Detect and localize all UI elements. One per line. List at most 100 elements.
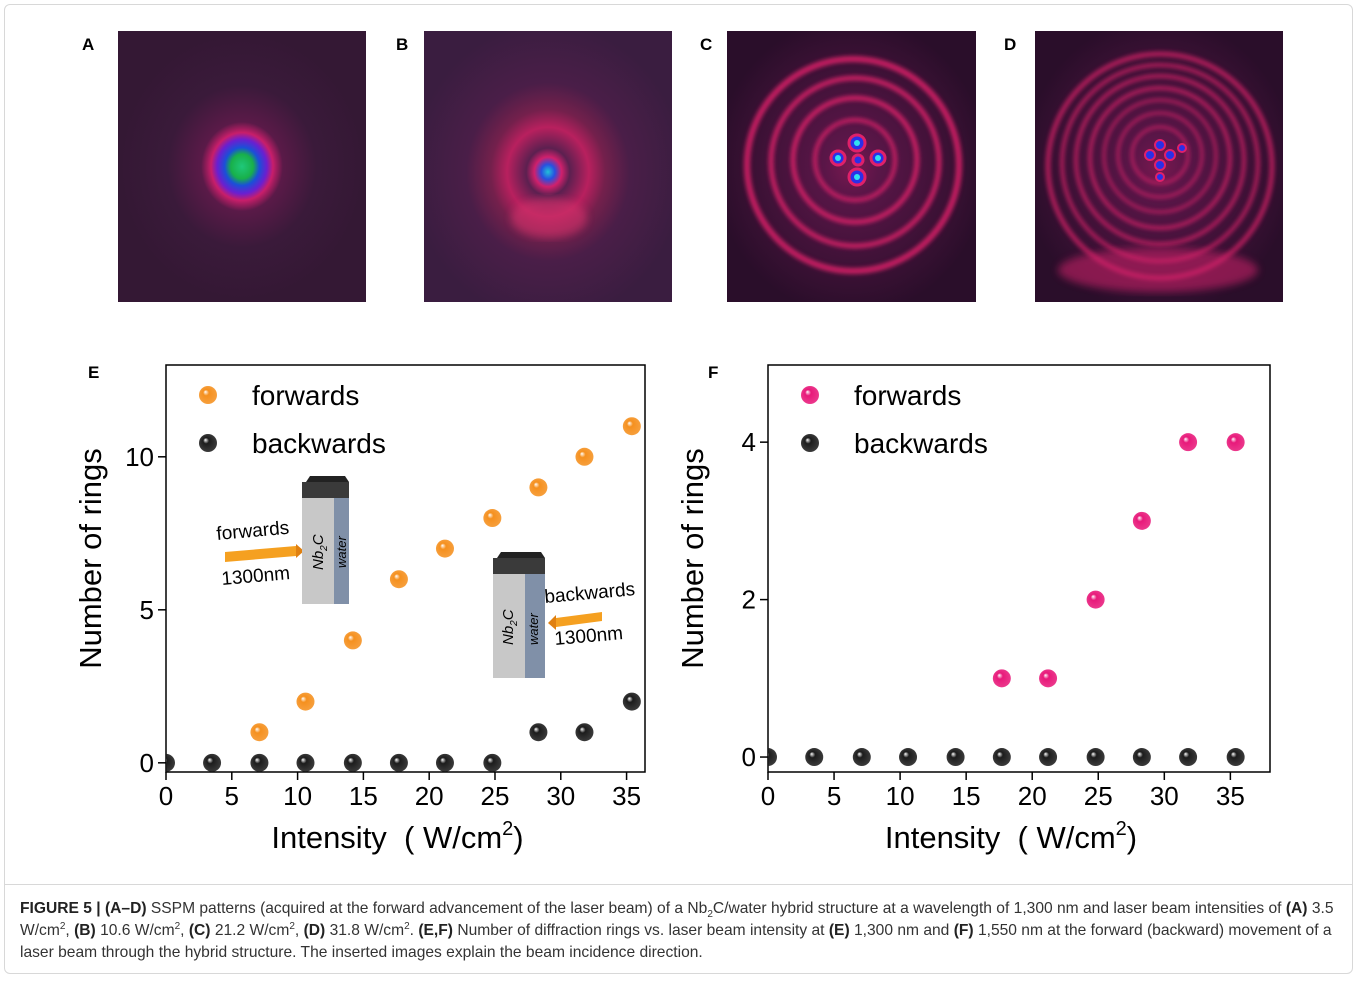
data-point (805, 748, 823, 766)
y-tick-label: 4 (742, 427, 756, 457)
legend-marker (199, 434, 217, 452)
inset-label: forwards (216, 518, 290, 545)
x-tick-label: 20 (415, 781, 444, 811)
x-axis-label: Intensity ( W/cm2) (271, 818, 523, 855)
inset-label: 1300nm (554, 623, 624, 650)
caption-run: C/water hybrid structure at a wavelength… (713, 900, 1286, 917)
data-point (1179, 748, 1197, 766)
x-tick-label: 20 (1018, 781, 1047, 811)
data-point (899, 748, 917, 766)
data-point (344, 754, 362, 772)
panel-label: F (708, 363, 718, 382)
pattern-image (424, 31, 672, 302)
x-tick-label: 35 (1216, 781, 1245, 811)
data-point (1133, 748, 1151, 766)
panel-label: A (82, 35, 94, 54)
caption-run: (C) (189, 922, 211, 939)
caption-run: (E,F) (418, 922, 453, 939)
data-point (483, 754, 501, 772)
x-tick-label: 15 (349, 781, 378, 811)
data-point (203, 754, 221, 772)
x-tick-label: 30 (1150, 781, 1179, 811)
data-point (853, 748, 871, 766)
caption-run: Number of diffraction rings vs. laser be… (453, 922, 829, 939)
caption-run: , (295, 922, 304, 939)
legend-label: forwards (854, 380, 961, 411)
data-point (1087, 748, 1105, 766)
data-point (436, 540, 454, 558)
figure: A B C D (0, 0, 1359, 880)
data-point (296, 693, 314, 711)
page: {"panels": ["A", "B", "C", "D"], "chart_… (0, 0, 1359, 981)
caption-run: FIGURE 5 | (A–D) (20, 900, 147, 917)
x-tick-label: 10 (283, 781, 312, 811)
data-point (1227, 433, 1245, 451)
legend-marker (199, 386, 217, 404)
data-point (575, 723, 593, 741)
y-axis-label: Number of rings (675, 448, 710, 669)
x-tick-label: 30 (546, 781, 575, 811)
caption-run: (D) (304, 922, 326, 939)
caption-run: (F) (954, 922, 974, 939)
figure-caption: FIGURE 5 | (A–D) SSPM patterns (acquired… (20, 898, 1342, 964)
x-tick-label: 5 (827, 781, 841, 811)
inset-label: water (526, 613, 541, 645)
x-tick-label: 25 (1084, 781, 1113, 811)
data-point (250, 723, 268, 741)
data-point (1227, 748, 1245, 766)
y-tick-label: 2 (742, 585, 756, 615)
caption-run: SSPM patterns (acquired at the forward a… (147, 900, 708, 917)
data-point (623, 693, 641, 711)
pattern-glow (511, 198, 587, 238)
pattern-image (1035, 31, 1283, 302)
legend-marker (801, 386, 819, 404)
legend-label: backwards (854, 428, 988, 459)
data-point (529, 723, 547, 741)
data-point (483, 509, 501, 527)
panel-label: D (1004, 35, 1016, 54)
data-point (947, 748, 965, 766)
y-tick-label: 10 (125, 442, 154, 472)
inset-forwards: forwards 1300nm Nb2C water (216, 476, 349, 604)
inset-label: water (334, 536, 349, 568)
y-axis-label: Number of rings (73, 448, 108, 669)
caption-run: , (180, 922, 189, 939)
inset-label: 1300nm (221, 563, 291, 590)
inset-label: backwards (544, 579, 636, 608)
data-points (759, 433, 1245, 766)
caption-run: (B) (74, 922, 96, 939)
pattern-image (118, 31, 366, 302)
caption-run: 1,300 nm and (850, 922, 954, 939)
data-point (344, 631, 362, 649)
data-point (1039, 669, 1057, 687)
data-point (623, 417, 641, 435)
legend-marker (801, 434, 819, 452)
legend-label: forwards (252, 380, 359, 411)
data-point (390, 570, 408, 588)
data-point (296, 754, 314, 772)
data-point (1039, 748, 1057, 766)
caption-run: 10.6 W/cm (96, 922, 175, 939)
caption-run: 31.8 W/cm (325, 922, 404, 939)
x-tick-label: 15 (952, 781, 981, 811)
data-point (436, 754, 454, 772)
plot-frame (768, 365, 1270, 772)
data-point (529, 478, 547, 496)
x-tick-label: 0 (159, 781, 173, 811)
separator (4, 884, 1353, 885)
caption-run: (A) (1286, 900, 1308, 917)
data-point (993, 669, 1011, 687)
caption-run: , (65, 922, 74, 939)
panel-label: E (88, 363, 99, 382)
data-point (575, 448, 593, 466)
data-point (250, 754, 268, 772)
x-tick-label: 5 (225, 781, 239, 811)
caption-run: 21.2 W/cm (210, 922, 289, 939)
data-point (1087, 591, 1105, 609)
inset-backwards: Nb2C water backwards 1300nm (493, 552, 636, 678)
panel-label: B (396, 35, 408, 54)
caption-run: (E) (829, 922, 850, 939)
pattern-image (727, 31, 976, 302)
